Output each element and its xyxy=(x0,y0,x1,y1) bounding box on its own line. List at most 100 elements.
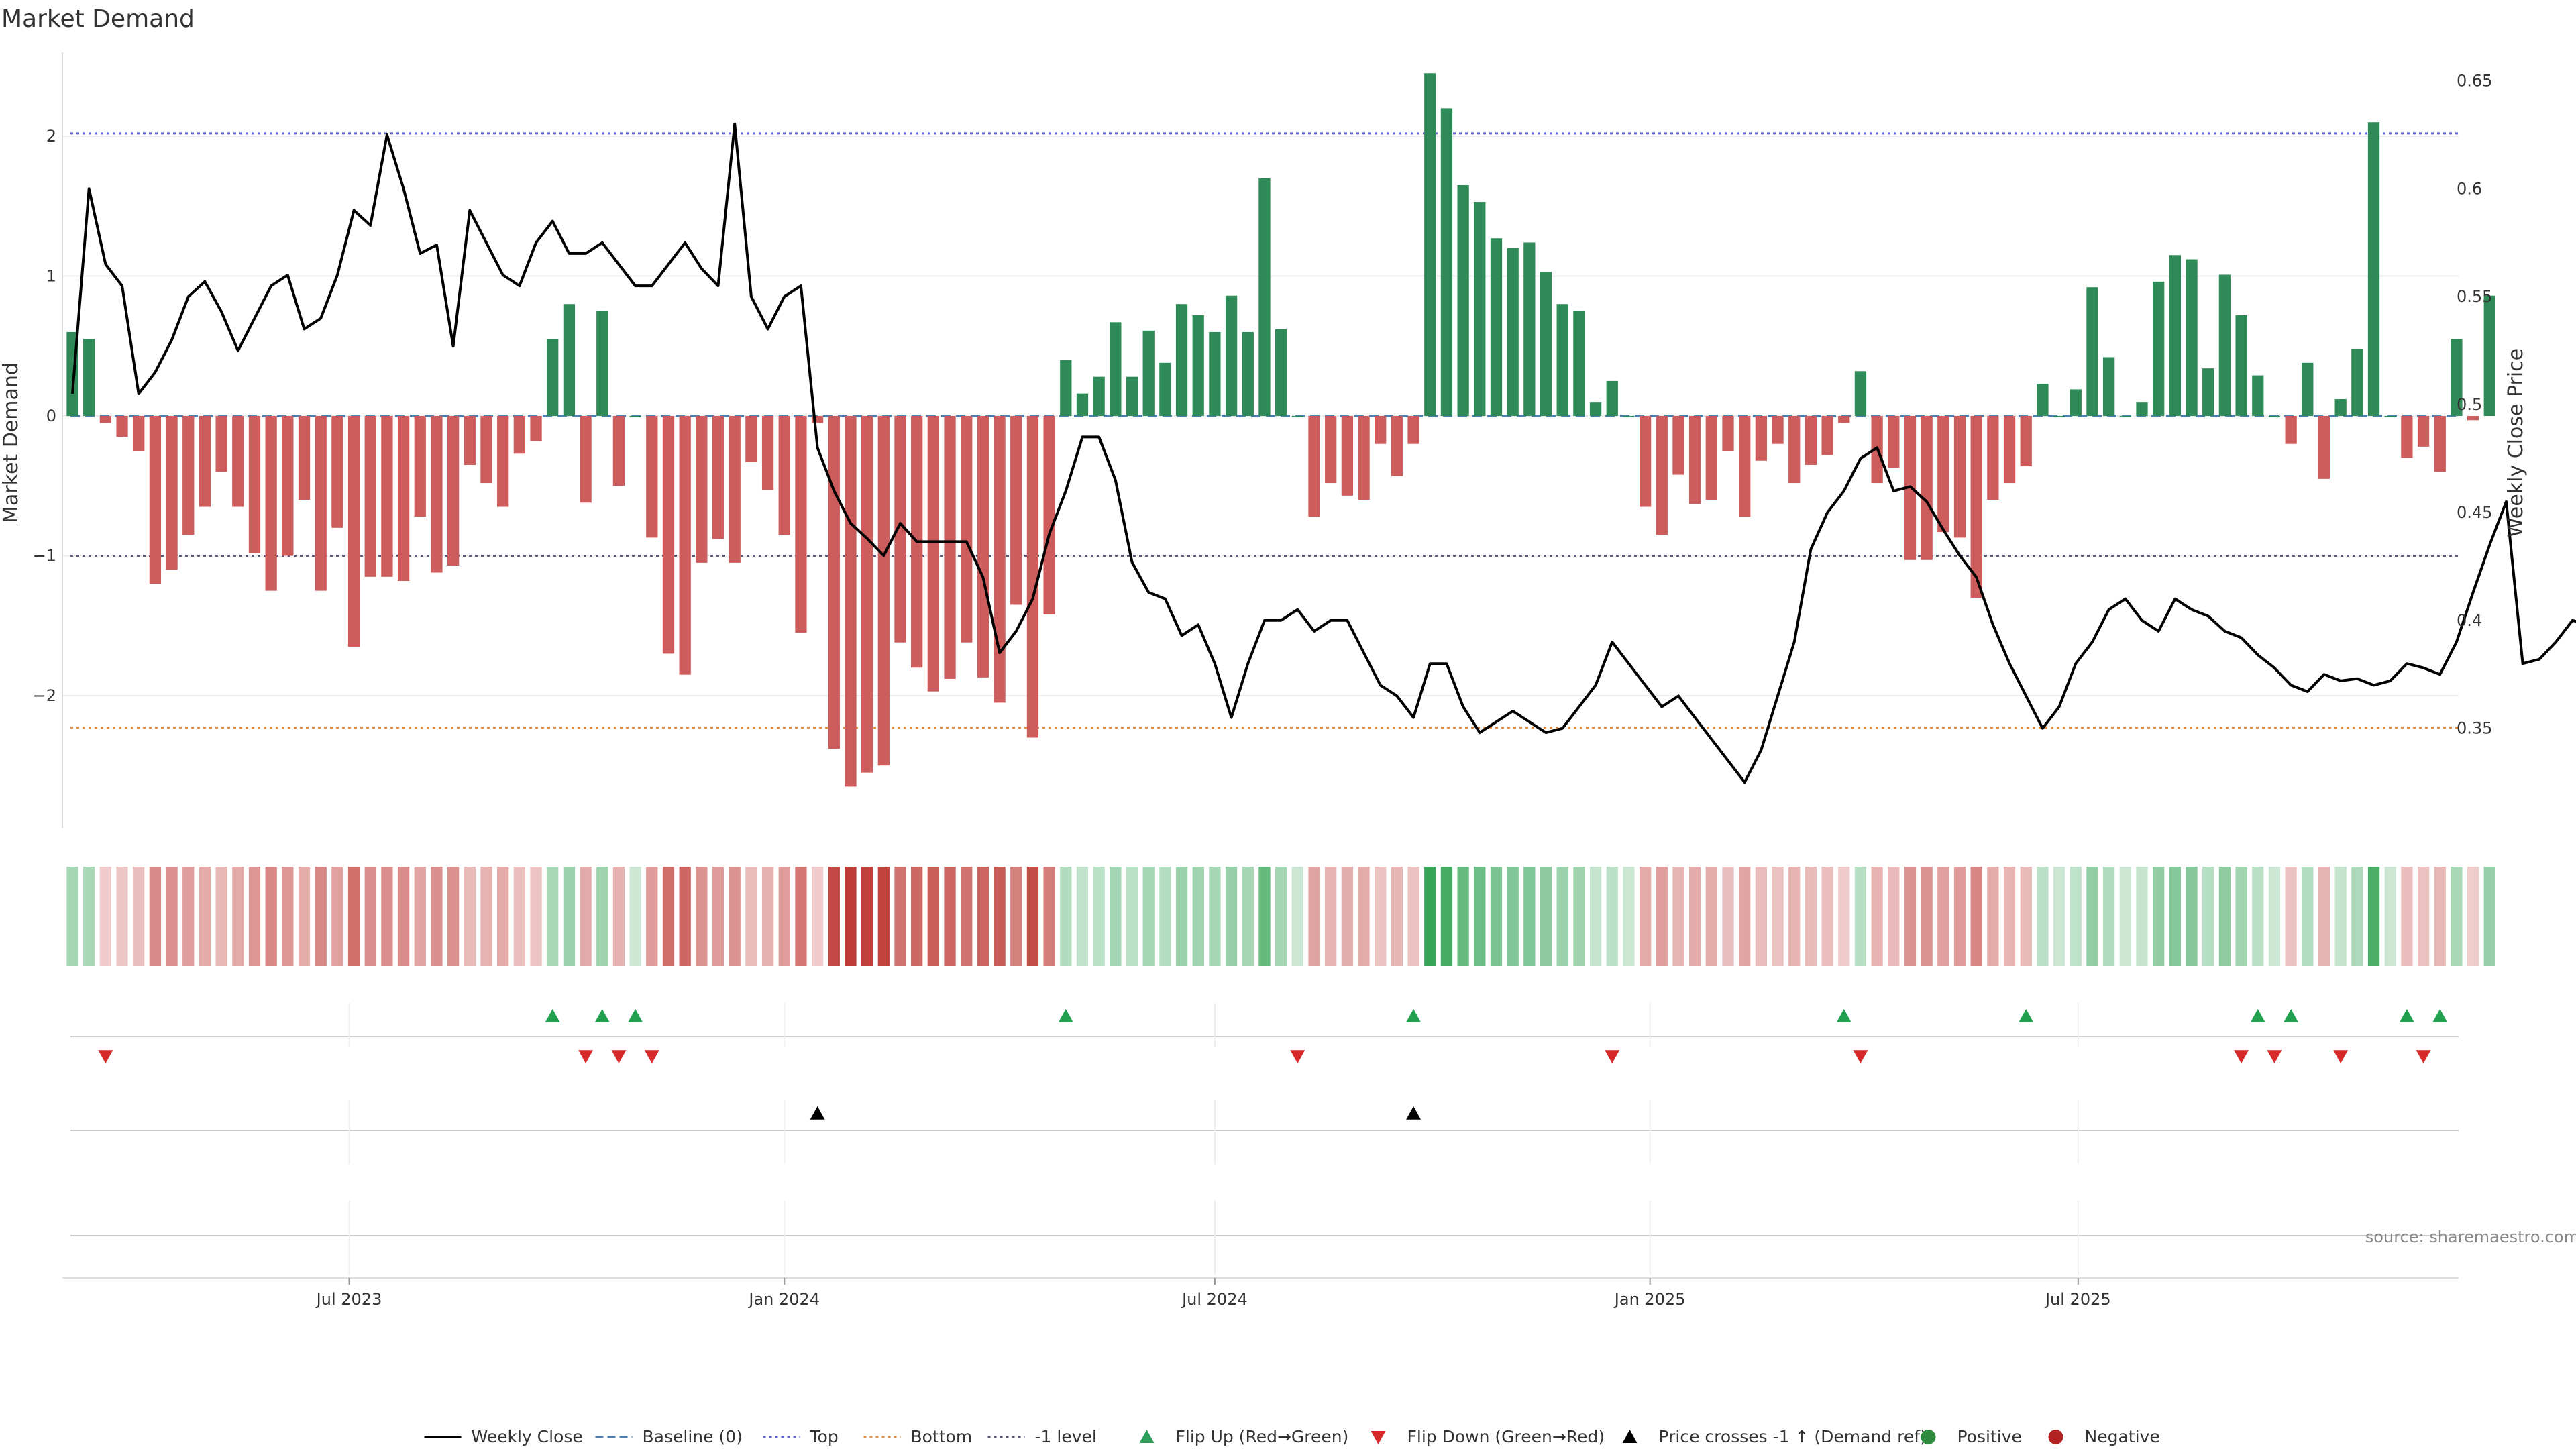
heat-cell xyxy=(1821,867,1833,966)
heat-cell xyxy=(447,867,460,966)
demand-bar xyxy=(364,416,376,577)
demand-bar xyxy=(1010,416,1022,605)
demand-bar xyxy=(1623,416,1635,418)
demand-bar xyxy=(1159,362,1171,417)
demand-bar xyxy=(2103,357,2115,417)
heat-cell xyxy=(1043,867,1055,966)
demand-bar xyxy=(1043,416,1055,615)
heat-cell xyxy=(66,867,78,966)
heat-cell xyxy=(1225,867,1238,966)
demand-bar xyxy=(199,416,211,507)
legend-swatch xyxy=(2048,1430,2063,1444)
heat-cell xyxy=(83,867,95,966)
heat-cell xyxy=(1375,867,1387,966)
demand-bar xyxy=(761,416,774,490)
demand-bar xyxy=(1375,416,1387,444)
heat-cell xyxy=(712,867,724,966)
weekly-close-polyline xyxy=(71,122,2576,784)
heat-cell xyxy=(679,867,691,966)
demand-bar xyxy=(182,416,195,535)
x-tick-label: Jul 2024 xyxy=(1181,1290,1248,1309)
heat-cell xyxy=(2285,867,2297,966)
heat-cell xyxy=(795,867,807,966)
legend-item: Positive xyxy=(1921,1427,2022,1446)
heat-cell xyxy=(1970,867,1982,966)
heat-cell xyxy=(1573,867,1585,966)
heat-cell xyxy=(1722,867,1734,966)
flip-down-marker xyxy=(98,1050,113,1063)
heat-cell xyxy=(1953,867,1966,966)
heat-cell xyxy=(877,867,890,966)
demand-bar xyxy=(414,416,426,517)
signal-markers-panels xyxy=(70,1003,2459,1275)
demand-bar xyxy=(1921,416,1933,560)
demand-bar xyxy=(2285,416,2297,444)
heat-cell xyxy=(464,867,476,966)
heat-cell xyxy=(116,867,128,966)
x-tick-label: Jul 2023 xyxy=(315,1290,382,1309)
heat-cell xyxy=(1275,867,1287,966)
heat-cell xyxy=(2086,867,2098,966)
demand-bar xyxy=(696,416,708,563)
heat-cell xyxy=(1391,867,1403,966)
heat-cell xyxy=(149,867,162,966)
heat-cell xyxy=(298,867,311,966)
heat-cell xyxy=(282,867,294,966)
flip-up-marker xyxy=(2284,1009,2299,1022)
heat-cell xyxy=(1589,867,1602,966)
heat-cell xyxy=(646,867,658,966)
demand-bar xyxy=(1705,416,1717,500)
heat-cell xyxy=(182,867,195,966)
heat-cell xyxy=(2169,867,2181,966)
heat-cell xyxy=(1026,867,1039,966)
heat-cell xyxy=(397,867,410,966)
heat-cell xyxy=(662,867,675,966)
demand-bar xyxy=(2334,399,2347,417)
demand-bar xyxy=(2252,375,2264,417)
chart-legend: Weekly Close Baseline (0) Top Bottom -1 leve… xyxy=(424,1427,2160,1446)
heat-cell xyxy=(1325,867,1337,966)
demand-bar xyxy=(1639,416,1652,507)
heat-cell xyxy=(248,867,261,966)
legend-item: Price crosses -1 ↑ (Demand ref) xyxy=(1622,1427,1927,1446)
heat-cell xyxy=(1440,867,1453,966)
demand-bar xyxy=(1474,202,1486,417)
demand-bar xyxy=(894,416,906,643)
demand-bar xyxy=(166,416,178,570)
demand-bar xyxy=(2070,389,2082,417)
demand-bar xyxy=(2186,259,2198,417)
demand-bar xyxy=(994,416,1006,703)
flip-up-marker xyxy=(2432,1009,2448,1022)
demand-bar xyxy=(944,416,956,679)
heat-cell xyxy=(199,867,211,966)
heat-cell xyxy=(99,867,111,966)
right-tick-label: 0.65 xyxy=(2457,71,2492,90)
source-credit: source: sharemaestro.com xyxy=(2365,1228,2576,1246)
heat-cell xyxy=(2351,867,2363,966)
demand-bar xyxy=(778,416,790,535)
legend-label: Baseline (0) xyxy=(643,1427,743,1446)
heat-cell xyxy=(166,867,178,966)
legend-swatch xyxy=(1921,1430,1936,1444)
price-cross-marker xyxy=(810,1106,825,1120)
demand-bar xyxy=(116,416,128,437)
heat-cell xyxy=(1854,867,1867,966)
demand-bar xyxy=(1407,416,1419,444)
demand-bar xyxy=(1573,311,1585,417)
legend-item: Top xyxy=(763,1427,839,1446)
demand-bar xyxy=(811,416,824,423)
demand-bar xyxy=(2218,274,2231,417)
heat-cell xyxy=(1656,867,1668,966)
heat-cell xyxy=(331,867,343,966)
legend-swatch xyxy=(1622,1430,1638,1443)
heat-cell xyxy=(2367,867,2380,966)
demand-bar xyxy=(1507,248,1519,417)
heat-cell xyxy=(2020,867,2032,966)
heat-cell xyxy=(2186,867,2198,966)
demand-bar xyxy=(1689,416,1701,504)
heat-cell xyxy=(1175,867,1188,966)
demand-bar xyxy=(612,416,625,486)
heat-cell xyxy=(431,867,443,966)
heat-cell xyxy=(1242,867,1254,966)
heat-cell xyxy=(2218,867,2231,966)
